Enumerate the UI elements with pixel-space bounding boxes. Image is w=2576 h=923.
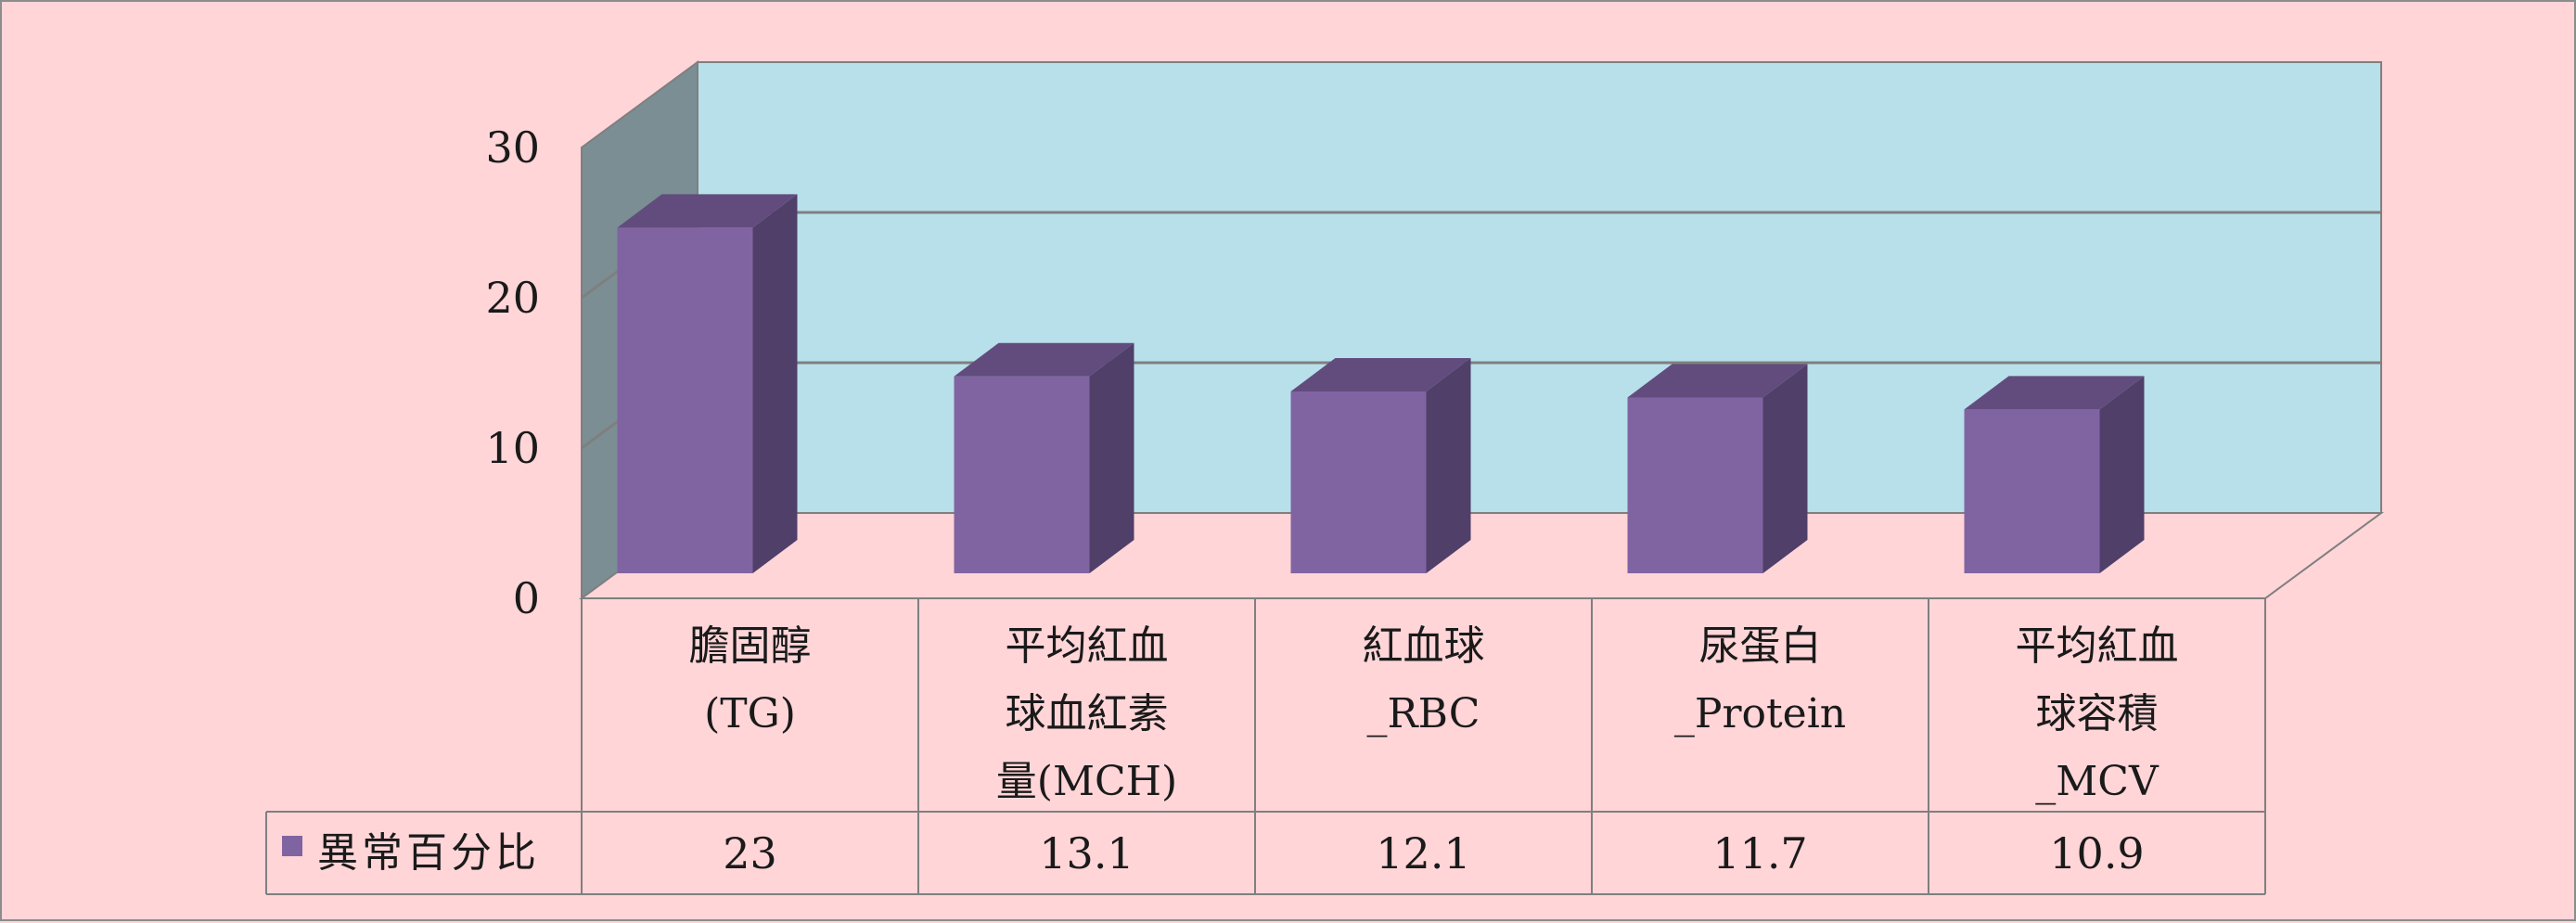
y-tick-label: 0 [513, 573, 540, 623]
data-label: 13.1 [1039, 828, 1134, 878]
bar [617, 194, 798, 573]
y-axis: 0 10 20 30 [485, 122, 540, 623]
bar-side [1089, 342, 1134, 573]
category-label: 膽固醇 [689, 622, 812, 670]
bar-top [1627, 364, 1808, 398]
category-label: 平均紅血 [2016, 622, 2179, 670]
y-tick-label: 20 [485, 273, 540, 323]
bar-front [954, 376, 1090, 573]
bar-side [2099, 376, 2145, 573]
bar-top [1964, 376, 2145, 410]
category-label: (TG) [704, 690, 796, 737]
category-label: 平均紅血 [1006, 622, 1169, 670]
bar-top [1290, 357, 1471, 391]
bars [617, 194, 2145, 573]
bar-side [752, 194, 798, 573]
bar-top [954, 342, 1134, 377]
y-tick-label: 30 [485, 122, 540, 173]
category-label: _Protein [1674, 690, 1846, 737]
bar [954, 342, 1134, 573]
legend-swatch [282, 836, 302, 856]
bar [1627, 364, 1808, 573]
y-tick-label: 10 [485, 423, 540, 473]
category-label: 量(MCH) [996, 758, 1177, 805]
category-label: _RBC [1367, 690, 1480, 737]
data-label: 12.1 [1376, 828, 1470, 878]
category-label: 尿蛋白 [1699, 622, 1822, 670]
data-label: 11.7 [1712, 828, 1807, 878]
data-label: 10.9 [2049, 828, 2144, 878]
bar-front [1290, 391, 1427, 573]
bar-top [617, 194, 798, 228]
bar [1964, 376, 2145, 573]
data-label: 23 [723, 828, 777, 878]
bar [1290, 357, 1471, 573]
bar-front [1964, 409, 2100, 573]
bar-front [1627, 397, 1763, 573]
category-label: 紅血球 [1363, 622, 1485, 670]
bar-front [617, 227, 753, 573]
bar-side [1762, 364, 1808, 573]
category-label: 球容積 [2036, 690, 2159, 737]
category-label: _MCV [2035, 758, 2159, 805]
legend-label: 異常百分比 [317, 829, 540, 877]
category-label: 球血紅素 [1006, 690, 1169, 737]
bar-side [1426, 357, 1471, 573]
